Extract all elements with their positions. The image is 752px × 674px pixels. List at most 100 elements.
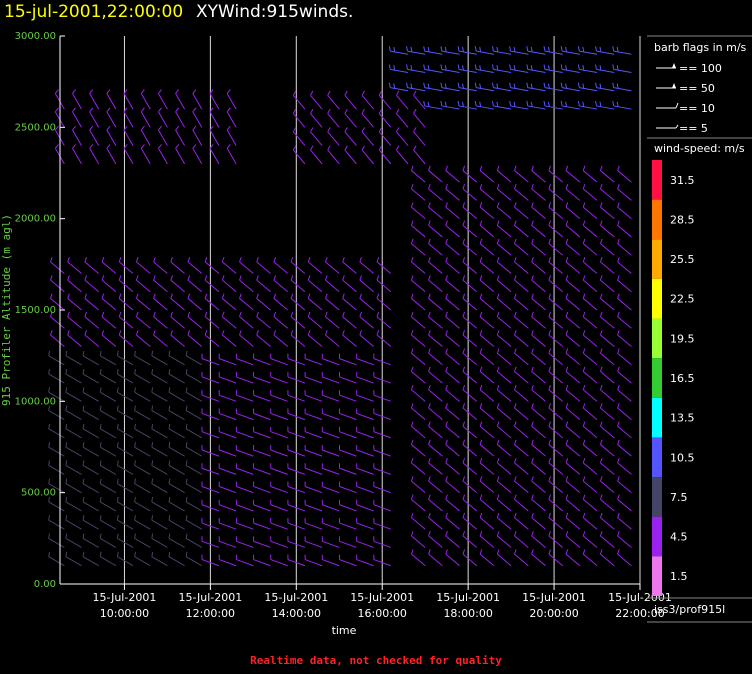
- wind-barb: [514, 330, 529, 347]
- wind-barb: [428, 549, 443, 567]
- colorbar-swatch: [652, 556, 662, 596]
- wind-barb: [123, 89, 134, 110]
- wind-barb: [565, 275, 581, 293]
- wind-barb: [514, 549, 529, 567]
- wind-barb: [270, 499, 288, 512]
- wind-barb: [428, 421, 443, 439]
- wind-barb: [235, 554, 254, 567]
- wind-barb: [253, 481, 271, 494]
- wind-barb: [617, 549, 632, 567]
- wind-barb: [151, 515, 168, 530]
- wind-barb: [410, 403, 426, 420]
- wind-barb: [235, 390, 254, 402]
- wind-barb: [406, 64, 426, 74]
- wind-barb: [582, 165, 598, 183]
- wind-barb: [253, 536, 271, 548]
- wind-barb: [310, 90, 323, 110]
- wind-barb: [157, 107, 168, 128]
- wind-barb: [292, 127, 306, 146]
- wind-barb: [599, 457, 615, 475]
- wind-barb: [310, 108, 323, 128]
- wind-barb: [428, 220, 443, 238]
- wind-barb: [304, 499, 323, 512]
- wind-barb: [509, 46, 529, 55]
- wind-barb: [310, 127, 323, 146]
- wind-barb: [565, 257, 581, 274]
- wind-barb: [462, 421, 478, 439]
- wind-barb: [99, 387, 117, 402]
- wind-barb: [99, 551, 117, 567]
- wind-barb: [48, 460, 65, 475]
- wind-barb: [292, 90, 306, 110]
- y-axis-label: 915 Profiler Altitude (m agl): [0, 214, 13, 406]
- wind-barb: [514, 165, 529, 183]
- wind-barb: [218, 426, 237, 439]
- wind-barb: [123, 107, 134, 128]
- colorbar-swatch: [652, 199, 662, 240]
- wind-barb: [287, 499, 306, 512]
- wind-barb: [134, 350, 151, 366]
- wind-barb: [342, 330, 357, 347]
- wind-barb: [170, 275, 185, 293]
- wind-barb: [373, 518, 391, 530]
- wind-barb: [256, 330, 271, 347]
- wind-barb: [612, 100, 632, 110]
- wind-barb: [496, 384, 512, 402]
- wind-barb: [101, 311, 117, 329]
- wind-barb: [479, 275, 495, 293]
- wind-barb: [423, 46, 443, 55]
- wind-barb: [287, 390, 306, 402]
- wind-barb: [599, 549, 615, 567]
- wind-barb: [373, 499, 391, 512]
- axis-layer: 0.00 500.00 1000.00 1500.00 2000.00 2500.00 30…: [15, 31, 672, 620]
- wind-barb: [201, 353, 220, 366]
- wind-barb: [565, 311, 581, 329]
- wind-barb: [410, 476, 426, 494]
- wind-barb: [617, 311, 632, 329]
- wind-barb: [373, 390, 391, 402]
- wind-barb: [304, 444, 323, 457]
- wind-barb: [428, 275, 443, 293]
- wind-barb: [474, 46, 495, 55]
- wind-barb: [428, 384, 443, 402]
- wind-barb: [514, 384, 529, 402]
- wind-barb: [479, 165, 495, 183]
- speed-legend-title: wind-speed: m/s: [654, 142, 745, 155]
- wind-barb: [395, 127, 409, 146]
- wind-barb: [548, 293, 563, 311]
- wind-barb: [617, 330, 632, 347]
- quality-notice: Realtime data, not checked for quality: [250, 654, 502, 667]
- x-tick-label-time: 18:00:00: [443, 607, 492, 620]
- wind-barb: [67, 275, 82, 293]
- wind-barb: [307, 275, 323, 293]
- wind-barb: [445, 549, 460, 567]
- wind-barb: [292, 145, 306, 165]
- barb-legend-item: == 10: [656, 102, 715, 115]
- wind-barb: [201, 554, 220, 567]
- wind-barb: [548, 348, 563, 366]
- wind-barb: [514, 494, 529, 512]
- barb-legend-tick: [675, 124, 679, 129]
- wind-barb: [116, 460, 134, 475]
- wind-barb: [89, 125, 100, 146]
- colorbar-swatch: [652, 437, 662, 478]
- wind-barb: [253, 353, 271, 366]
- wind-barb: [428, 531, 443, 548]
- wind-barb: [428, 366, 443, 384]
- wind-barb: [595, 64, 615, 74]
- colorbar-label: 16.5: [670, 372, 695, 385]
- wind-barb: [253, 426, 271, 439]
- wind-barb: [599, 512, 615, 530]
- wind-barb: [256, 311, 271, 329]
- wind-barb: [118, 257, 134, 274]
- wind-barb: [99, 423, 117, 439]
- wind-barb: [617, 512, 632, 530]
- wind-barb: [356, 408, 374, 421]
- wind-barb: [582, 311, 598, 329]
- wind-barb: [118, 293, 134, 311]
- wind-barb: [101, 257, 117, 274]
- wind-barb: [221, 330, 237, 347]
- wind-barb: [99, 350, 117, 366]
- colorbar-label: 22.5: [670, 293, 695, 306]
- wind-barb: [221, 293, 237, 311]
